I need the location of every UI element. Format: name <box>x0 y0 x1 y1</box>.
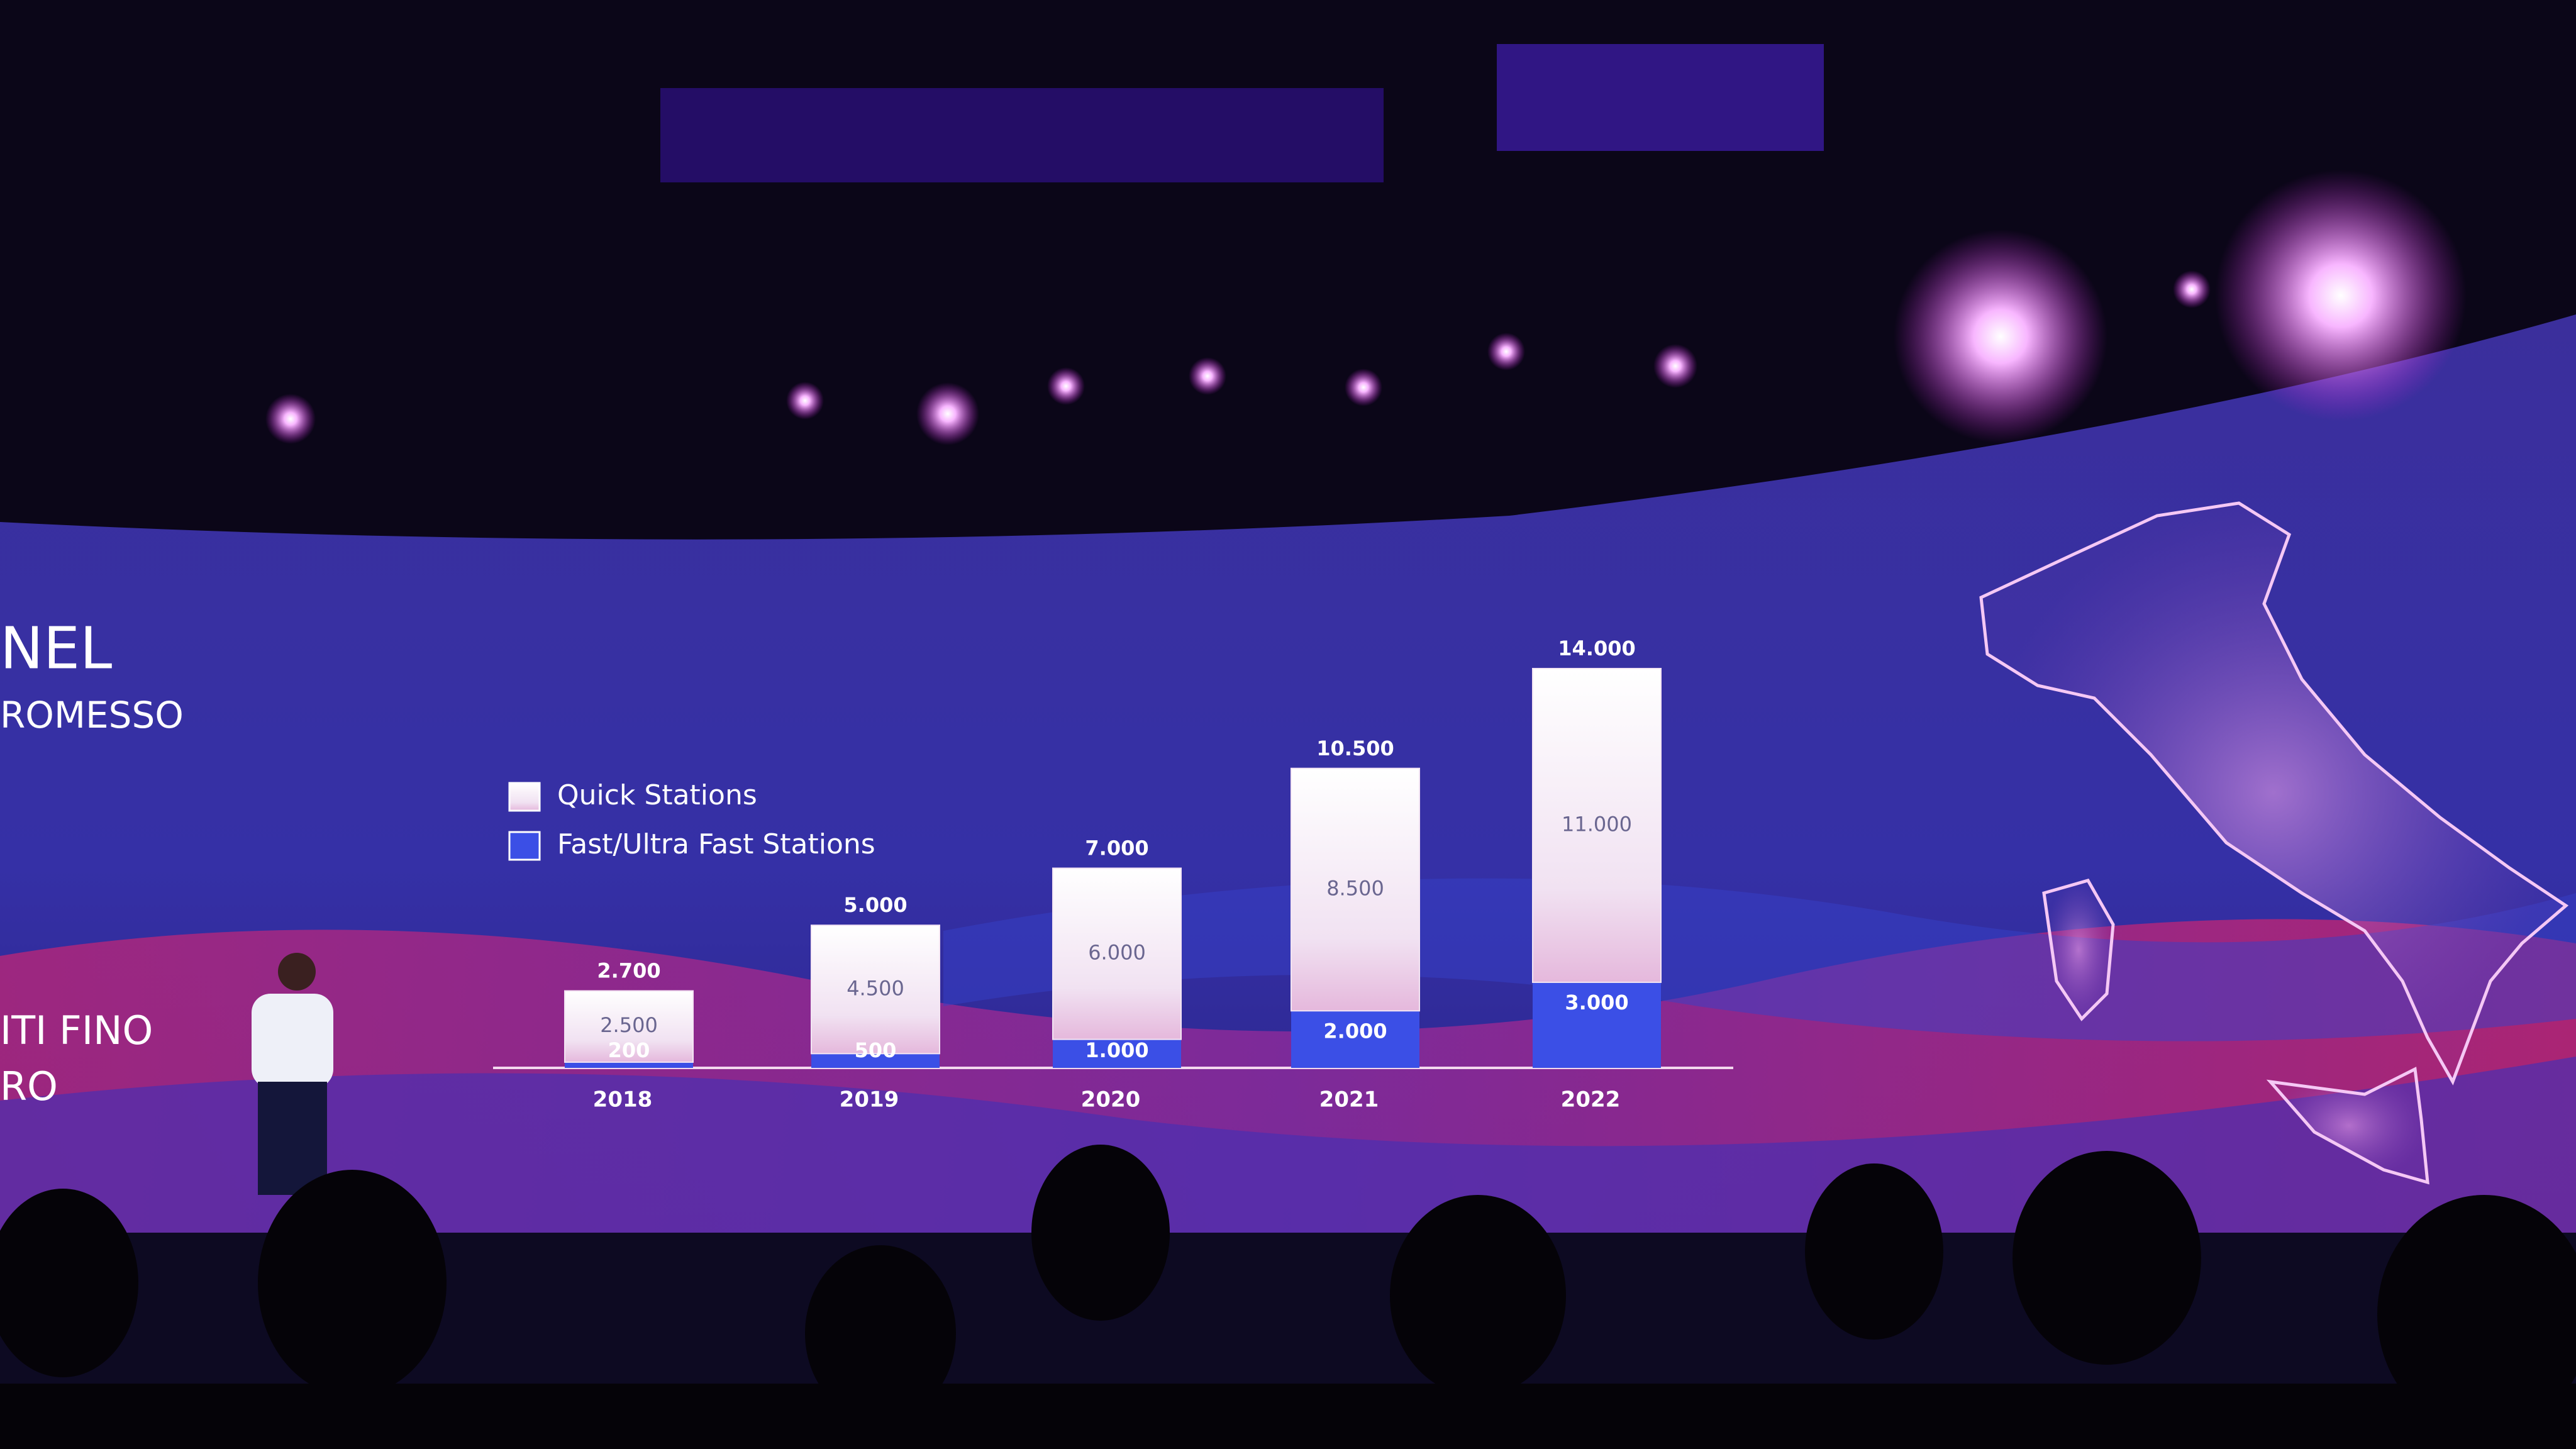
sardinia-map <box>2042 879 2115 1021</box>
legend-label: Fast/Ultra Fast Stations <box>557 828 875 860</box>
bar-segment <box>1291 1011 1419 1068</box>
stage-light <box>916 382 979 445</box>
stage-light <box>1345 369 1382 406</box>
legend-swatch <box>508 782 541 812</box>
value-label: 3.000 <box>1565 991 1628 1014</box>
bar-segment <box>1291 767 1420 1012</box>
speaker-trousers <box>258 1082 327 1195</box>
slide-title: NEL <box>0 614 112 682</box>
value-label: 11.000 <box>1562 812 1632 836</box>
bar-segment <box>811 1053 940 1068</box>
slide-text: ITI FINO <box>0 1008 153 1053</box>
stage-light <box>265 394 316 444</box>
value-label: 6.000 <box>1088 941 1146 965</box>
bar-segment <box>811 924 940 1055</box>
value-label: 500 <box>855 1038 897 1062</box>
italy-map <box>1979 501 2569 1085</box>
audience-head <box>258 1170 447 1396</box>
audience-bodies <box>0 1384 2576 1449</box>
audience-head <box>0 1189 138 1377</box>
value-label: 200 <box>608 1038 650 1062</box>
bar-segment <box>1052 867 1182 1040</box>
stage-light <box>786 382 824 419</box>
audience <box>0 1145 2576 1449</box>
bar-segment <box>1532 668 1662 983</box>
audience-head <box>2012 1151 2201 1365</box>
total-label: 2.700 <box>597 959 660 983</box>
sicily-map <box>2266 1067 2429 1185</box>
x-tick-label: 2019 <box>840 1087 899 1113</box>
speaker-shirt <box>252 994 333 1088</box>
screen-wave <box>0 1057 2576 1233</box>
value-label: 4.500 <box>847 976 904 1000</box>
stage-light <box>1894 230 2107 443</box>
audience-head <box>1805 1163 1943 1340</box>
stage-light <box>1189 357 1226 395</box>
ceiling-panel <box>660 88 1384 182</box>
total-label: 7.000 <box>1085 836 1148 860</box>
value-label: 8.500 <box>1326 877 1384 901</box>
bar-segment <box>1533 982 1661 1068</box>
audience-head <box>1031 1145 1170 1321</box>
slide-text: RO <box>0 1063 58 1109</box>
slide-subtitle: ROMESSO <box>0 694 184 736</box>
bar-segment <box>564 990 694 1063</box>
total-label: 5.000 <box>843 893 907 917</box>
x-tick-label: 2022 <box>1561 1087 1621 1113</box>
x-tick-label: 2021 <box>1319 1087 1379 1113</box>
audience-head <box>1390 1195 1566 1396</box>
stage-light <box>2173 270 2211 308</box>
value-label: 2.000 <box>1323 1019 1387 1043</box>
x-tick-label: 2020 <box>1081 1087 1141 1113</box>
legend-swatch <box>508 831 541 861</box>
total-label: 14.000 <box>1558 636 1635 660</box>
bar-segment <box>565 1062 693 1068</box>
audience-head <box>805 1245 956 1421</box>
x-tick-label: 2018 <box>593 1087 653 1113</box>
bar-segment <box>1053 1039 1181 1068</box>
total-label: 10.500 <box>1316 736 1394 760</box>
value-label: 2.500 <box>600 1013 658 1037</box>
stage-light <box>1487 333 1525 370</box>
speaker-head <box>278 953 316 991</box>
audience-head <box>2377 1195 2576 1434</box>
stage-light <box>2215 170 2467 421</box>
stage-light <box>1047 367 1085 405</box>
speaker <box>252 953 333 1195</box>
ceiling-panel <box>1497 44 1824 151</box>
legend-label: Quick Stations <box>557 779 757 811</box>
value-label: 1.000 <box>1085 1038 1148 1062</box>
stage-light <box>1653 344 1697 388</box>
